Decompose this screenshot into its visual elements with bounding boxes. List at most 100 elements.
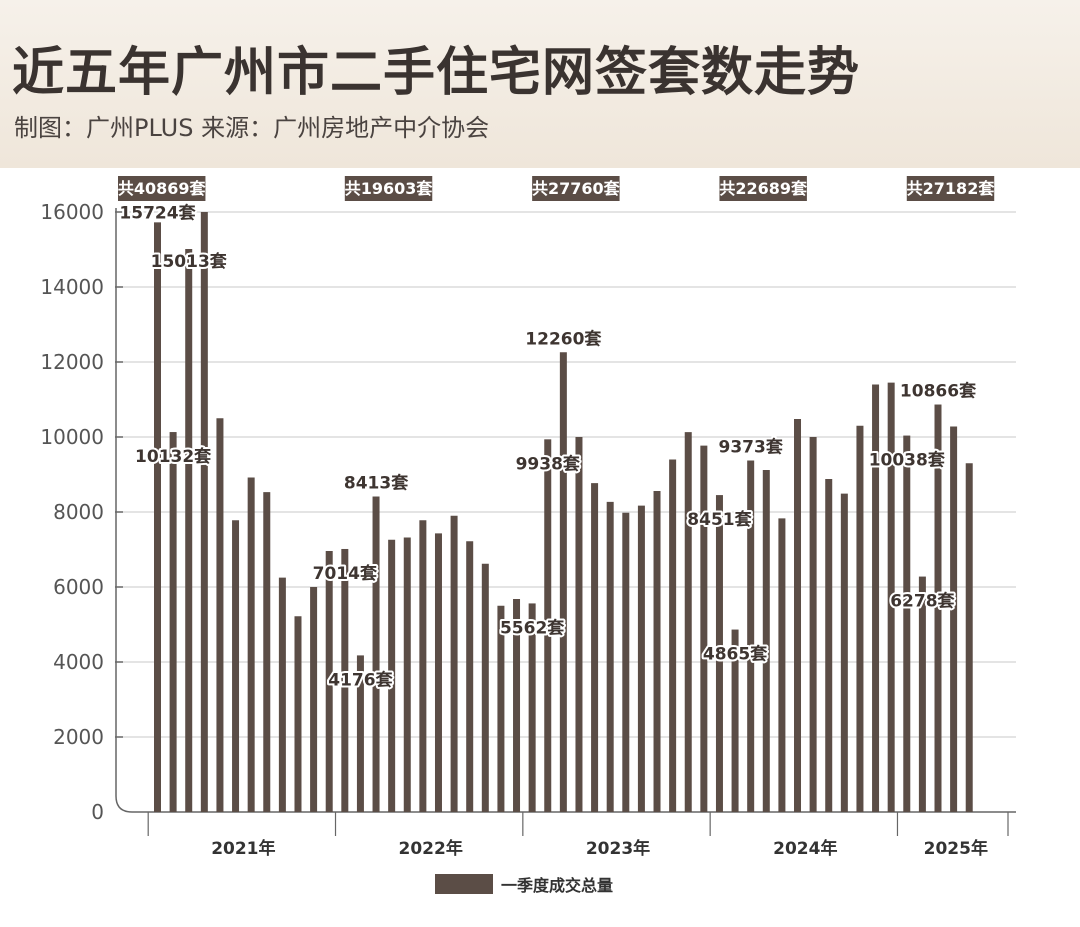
y-tick-label: 8000 bbox=[53, 500, 104, 524]
bar bbox=[794, 419, 802, 812]
bar bbox=[232, 520, 240, 812]
bar bbox=[903, 435, 911, 812]
bar bbox=[325, 551, 333, 812]
x-axis-year-label: 2022年 bbox=[399, 838, 463, 859]
axis-line bbox=[115, 208, 1016, 813]
data-label: 4176套 bbox=[328, 669, 393, 690]
data-label: 15724套 bbox=[119, 202, 196, 223]
bar bbox=[934, 404, 942, 812]
bar bbox=[950, 426, 958, 812]
bar bbox=[216, 418, 224, 812]
year-total-label: 共27182套 bbox=[907, 179, 996, 198]
y-tick-label: 12000 bbox=[40, 350, 104, 374]
y-tick-label: 4000 bbox=[53, 650, 104, 674]
bar bbox=[466, 541, 474, 812]
bar bbox=[778, 518, 786, 812]
bar bbox=[154, 222, 161, 813]
year-total-badge bbox=[719, 176, 807, 201]
bar bbox=[247, 477, 255, 812]
y-tick-label: 6000 bbox=[53, 575, 104, 599]
bar bbox=[591, 483, 599, 812]
bar bbox=[747, 460, 755, 812]
bar bbox=[669, 459, 677, 812]
legend-label: 一季度成交总量 bbox=[501, 876, 614, 895]
bar bbox=[528, 603, 536, 812]
bar bbox=[419, 520, 427, 812]
page-subtitle: 制图：广州PLUS 来源：广州房地产中介协会 bbox=[14, 114, 490, 142]
bar bbox=[513, 599, 521, 812]
bar bbox=[887, 382, 895, 812]
page-title: 近五年广州市二手住宅网签套数走势 bbox=[12, 43, 861, 103]
bar bbox=[918, 576, 926, 812]
bar bbox=[872, 384, 880, 812]
bar bbox=[809, 437, 817, 812]
bar bbox=[684, 432, 692, 812]
bar bbox=[372, 496, 380, 812]
bar bbox=[762, 470, 770, 812]
y-tick-label: 16000 bbox=[40, 200, 104, 224]
year-total-badge bbox=[118, 176, 206, 201]
data-label: 10132套 bbox=[135, 446, 212, 467]
bar bbox=[840, 493, 848, 812]
data-label: 8451套 bbox=[687, 509, 752, 530]
year-total-badge bbox=[532, 176, 620, 201]
data-label: 7014套 bbox=[313, 563, 378, 584]
bar bbox=[575, 437, 583, 812]
bar bbox=[559, 352, 567, 812]
data-label: 12260套 bbox=[525, 328, 602, 349]
bar bbox=[622, 512, 630, 812]
year-total-badge bbox=[344, 176, 433, 201]
bar bbox=[278, 577, 286, 812]
bar bbox=[169, 432, 177, 812]
bar bbox=[856, 425, 864, 812]
year-total-label: 共40869套 bbox=[118, 179, 207, 198]
y-tick-label: 14000 bbox=[40, 275, 104, 299]
bar bbox=[653, 491, 661, 812]
bar bbox=[700, 445, 708, 812]
x-axis-year-label: 2021年 bbox=[211, 838, 275, 859]
bar bbox=[310, 587, 318, 812]
data-label: 6278套 bbox=[890, 591, 955, 612]
y-tick-label: 2000 bbox=[53, 725, 104, 749]
x-axis-year-label: 2023年 bbox=[586, 838, 650, 859]
bar bbox=[450, 515, 458, 812]
y-tick-label: 10000 bbox=[40, 425, 104, 449]
bar bbox=[263, 492, 271, 812]
data-label: 5562套 bbox=[500, 617, 565, 638]
bar bbox=[185, 249, 193, 812]
bar bbox=[825, 479, 833, 812]
bar bbox=[715, 495, 723, 812]
bar bbox=[731, 629, 739, 812]
x-axis-year-label: 2025年 bbox=[924, 838, 988, 859]
year-total-label: 共27760套 bbox=[532, 179, 621, 198]
bar bbox=[606, 501, 614, 812]
bar bbox=[434, 533, 442, 812]
bar bbox=[388, 539, 396, 812]
data-label: 9938套 bbox=[516, 453, 581, 474]
bar bbox=[403, 537, 411, 812]
header-banner bbox=[0, 0, 1080, 168]
data-label: 8413套 bbox=[344, 473, 409, 494]
bar bbox=[200, 212, 208, 812]
data-label: 10038套 bbox=[869, 450, 946, 471]
year-total-label: 共19603套 bbox=[345, 179, 434, 198]
year-total-badge bbox=[906, 176, 995, 201]
y-tick-label: 0 bbox=[91, 800, 104, 824]
chart-legend: 一季度成交总量 bbox=[435, 872, 613, 896]
bar bbox=[356, 655, 364, 812]
data-label: 15013套 bbox=[151, 251, 228, 272]
data-label: 9373套 bbox=[719, 437, 784, 458]
year-total-label: 共22689套 bbox=[719, 179, 808, 198]
bar bbox=[341, 548, 349, 812]
bar bbox=[637, 505, 645, 812]
bar bbox=[481, 563, 489, 812]
bar bbox=[294, 616, 302, 812]
bar bbox=[544, 439, 552, 812]
data-label: 4865套 bbox=[703, 644, 768, 665]
x-axis-year-label: 2024年 bbox=[773, 838, 837, 859]
legend-swatch bbox=[435, 874, 493, 894]
data-label: 10866套 bbox=[900, 381, 977, 402]
bar bbox=[965, 463, 973, 812]
bar bbox=[497, 605, 505, 812]
